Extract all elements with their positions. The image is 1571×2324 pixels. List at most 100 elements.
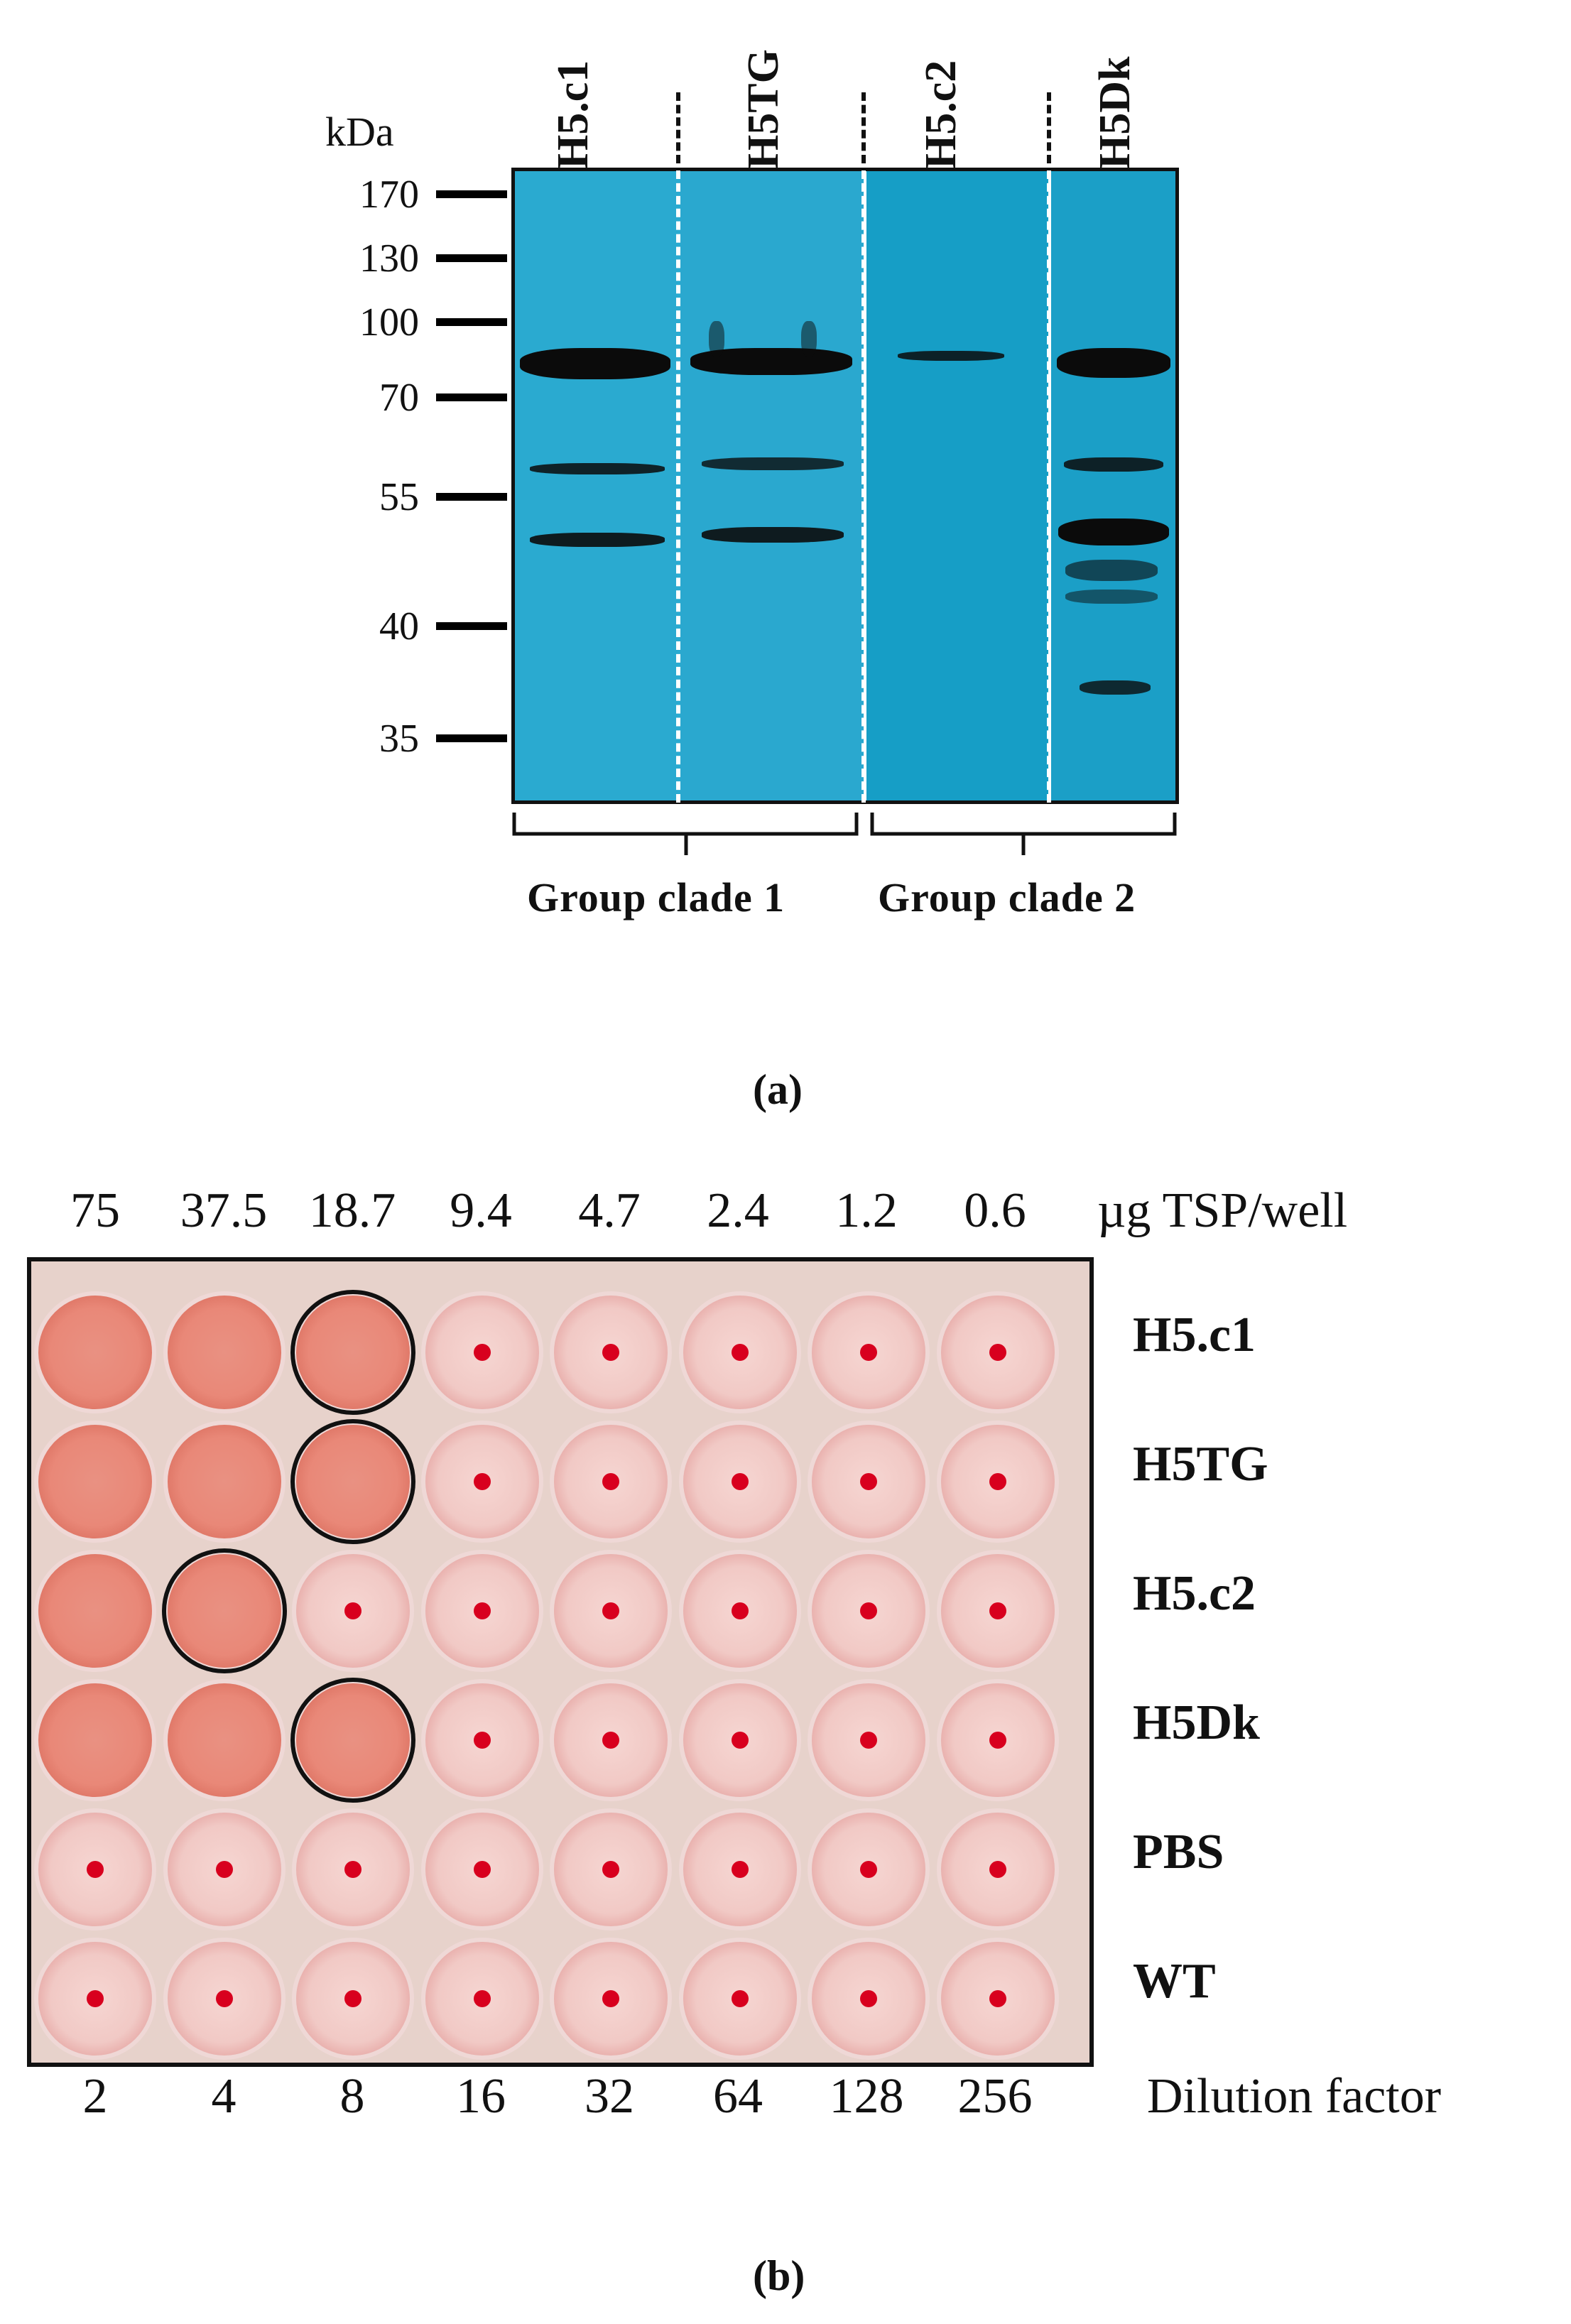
rbc-button [731, 1732, 749, 1749]
rbc-button [87, 1861, 104, 1878]
rbc-button [473, 1732, 491, 1749]
lane-separator [1047, 92, 1051, 163]
rbc-button [602, 1990, 619, 2007]
concentration-label: 75 [70, 1183, 120, 1238]
dilution-label: 4 [211, 2069, 237, 2124]
well [678, 1679, 801, 1801]
well [34, 1291, 156, 1413]
band-50kda [1058, 518, 1169, 545]
well [936, 1291, 1059, 1413]
rbc-button [215, 1861, 233, 1878]
dilution-unit-label: Dilution factor [1147, 2069, 1442, 2124]
row-label-h5tg: H5TG [1133, 1437, 1268, 1492]
band-60kda [530, 463, 665, 474]
rbc-button [731, 1990, 749, 2007]
mw-marker-70: 70 [312, 376, 526, 419]
lane-separator [861, 170, 866, 803]
endpoint-circle [290, 1678, 415, 1803]
group-brackets [512, 813, 1177, 855]
well [936, 1550, 1059, 1672]
band-45kda [1065, 560, 1158, 581]
concentration-unit-label: µg TSP/well [1097, 1183, 1348, 1238]
well [678, 1421, 801, 1543]
well [163, 1421, 286, 1543]
lane-separator [861, 92, 866, 163]
well [550, 1421, 672, 1543]
well [34, 1421, 156, 1543]
rbc-button [731, 1473, 749, 1490]
well [550, 1938, 672, 2060]
lane-label-h5c1: H5.c1 [549, 60, 597, 169]
well [292, 1550, 414, 1672]
endpoint-circle [290, 1290, 415, 1415]
well [936, 1679, 1059, 1801]
rbc-button [860, 1602, 877, 1619]
dilution-label: 128 [829, 2069, 904, 2124]
rbc-button [473, 1602, 491, 1619]
row-label-h5dk: H5Dk [1133, 1695, 1260, 1750]
band-43kda [1065, 590, 1158, 604]
rbc-button [215, 1990, 233, 2007]
rbc-button [989, 1990, 1006, 2007]
well [420, 1808, 543, 1931]
well [808, 1938, 930, 2060]
concentration-label: 1.2 [835, 1183, 898, 1238]
blot-lane-h5dk [1051, 170, 1176, 803]
blot-lane-h5c2 [866, 170, 1048, 803]
well [292, 1808, 414, 1931]
rbc-button [602, 1344, 619, 1361]
concentration-label: 2.4 [707, 1183, 769, 1238]
endpoint-circle [290, 1419, 415, 1544]
rbc-button [473, 1344, 491, 1361]
rbc-button [860, 1473, 877, 1490]
band-80kda [1057, 348, 1170, 378]
row-label-h5c2: H5.c2 [1133, 1566, 1256, 1621]
well [936, 1808, 1059, 1931]
well [678, 1938, 801, 2060]
dilution-label: 256 [957, 2069, 1033, 2124]
rbc-button [989, 1861, 1006, 1878]
band-smear [709, 321, 724, 357]
well [420, 1291, 543, 1413]
band-60kda [702, 457, 844, 470]
band-50kda [702, 527, 844, 543]
lane-separator [1047, 170, 1051, 803]
well [34, 1938, 156, 2060]
dilution-label: 64 [713, 2069, 763, 2124]
well [808, 1291, 930, 1413]
dilution-label: 32 [585, 2069, 634, 2124]
blot-lane-h5tg [680, 170, 864, 803]
concentration-label: 37.5 [180, 1183, 268, 1238]
lane-separator [676, 170, 680, 803]
well [678, 1808, 801, 1931]
well [550, 1291, 672, 1413]
well [420, 1421, 543, 1543]
mw-marker-35: 35 [312, 717, 526, 760]
microtiter-plate [27, 1257, 1094, 2067]
mw-unit-label: kDa [325, 109, 394, 155]
well [550, 1550, 672, 1672]
well [163, 1679, 286, 1801]
rbc-button [860, 1344, 877, 1361]
band-smear [801, 321, 817, 357]
well [808, 1421, 930, 1543]
well [808, 1550, 930, 1672]
well [550, 1808, 672, 1931]
mw-marker-40: 40 [312, 605, 526, 648]
western-blot-panel: H5.c1 H5TG H5.c2 H5Dk kDa 170 130 100 70… [0, 0, 1571, 1151]
rbc-button [602, 1473, 619, 1490]
blot-lane-h5c1 [514, 170, 680, 803]
row-label-pbs: PBS [1133, 1825, 1224, 1879]
well [936, 1421, 1059, 1543]
concentration-label: 4.7 [578, 1183, 641, 1238]
group-label-clade1: Group clade 1 [527, 874, 786, 921]
rbc-button [731, 1344, 749, 1361]
rbc-button [602, 1732, 619, 1749]
rbc-button [344, 1861, 362, 1878]
rbc-button [473, 1990, 491, 2007]
rbc-button [602, 1602, 619, 1619]
dilution-label: 16 [456, 2069, 506, 2124]
row-label-h5c1: H5.c1 [1133, 1308, 1256, 1362]
rbc-button [473, 1473, 491, 1490]
rbc-button [473, 1861, 491, 1878]
